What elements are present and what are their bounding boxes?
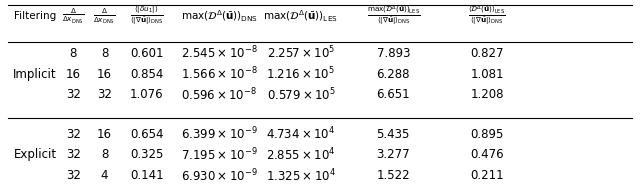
Text: $\frac{\Delta}{\Delta x_\mathrm{DNS}}$: $\frac{\Delta}{\Delta x_\mathrm{DNS}}$ [93,6,116,26]
Text: 32: 32 [66,88,81,101]
Text: 0.476: 0.476 [470,148,504,161]
Text: $7.195 \times 10^{-9}$: $7.195 \times 10^{-9}$ [181,147,258,163]
Text: 4: 4 [101,169,108,182]
Text: 0.211: 0.211 [470,169,504,182]
Text: $\frac{\bar{\Delta}}{\Delta x_\mathrm{DNS}}$: $\frac{\bar{\Delta}}{\Delta x_\mathrm{DN… [62,5,84,26]
Text: 32: 32 [66,128,81,141]
Text: Filtering: Filtering [14,11,56,21]
Text: 0.601: 0.601 [130,47,163,60]
Text: $6.399 \times 10^{-9}$: $6.399 \times 10^{-9}$ [181,126,258,142]
Text: $\frac{\max(\mathcal{D}^{\Delta}(\bar{\mathbf{u}}))_\mathrm{LES}}{\langle|\nabla: $\frac{\max(\mathcal{D}^{\Delta}(\bar{\m… [367,4,420,27]
Text: 0.854: 0.854 [130,68,163,81]
Text: $0.579 \times 10^{5}$: $0.579 \times 10^{5}$ [266,86,335,103]
Text: $1.216 \times 10^{5}$: $1.216 \times 10^{5}$ [266,66,335,82]
Text: 1.208: 1.208 [470,88,504,101]
Text: 0.325: 0.325 [130,148,163,161]
Text: $\frac{\langle\mathcal{D}^{\Delta}(\bar{\mathbf{u}})\rangle_\mathrm{LES}}{\langl: $\frac{\langle\mathcal{D}^{\Delta}(\bar{… [468,4,506,27]
Text: 1.522: 1.522 [376,169,410,182]
Text: 8: 8 [70,47,77,60]
Text: $1.325 \times 10^{4}$: $1.325 \times 10^{4}$ [266,167,336,184]
Text: 16: 16 [97,128,112,141]
Text: $\max(\mathcal{D}^{\Delta}(\bar{\mathbf{u}}))_\mathrm{DNS}$: $\max(\mathcal{D}^{\Delta}(\bar{\mathbf{… [180,8,258,24]
Text: $\frac{\langle|\delta\bar{u}_1|\rangle}{\langle|\nabla\bar{\mathbf{u}}|\rangle_\: $\frac{\langle|\delta\bar{u}_1|\rangle}{… [130,5,164,27]
Text: 8: 8 [101,148,108,161]
Text: 6.288: 6.288 [376,68,410,81]
Text: 7.893: 7.893 [376,47,410,60]
Text: $2.257 \times 10^{5}$: $2.257 \times 10^{5}$ [267,45,335,62]
Text: $\max(\mathcal{D}^{\Delta}(\bar{\mathbf{u}}))_\mathrm{LES}$: $\max(\mathcal{D}^{\Delta}(\bar{\mathbf{… [264,8,339,24]
Text: Explicit: Explicit [13,148,57,161]
Text: $1.566 \times 10^{-8}$: $1.566 \times 10^{-8}$ [181,66,258,82]
Text: 32: 32 [97,88,112,101]
Text: $2.545 \times 10^{-8}$: $2.545 \times 10^{-8}$ [181,45,258,62]
Text: 32: 32 [66,169,81,182]
Text: 0.654: 0.654 [130,128,163,141]
Text: 0.141: 0.141 [130,169,163,182]
Text: 1.081: 1.081 [470,68,504,81]
Text: 6.651: 6.651 [376,88,410,101]
Text: 1.076: 1.076 [130,88,163,101]
Text: 3.277: 3.277 [376,148,410,161]
Text: 16: 16 [66,68,81,81]
Text: $0.596 \times 10^{-8}$: $0.596 \times 10^{-8}$ [181,86,257,103]
Text: $2.855 \times 10^{4}$: $2.855 \times 10^{4}$ [266,147,335,163]
Text: 8: 8 [101,47,108,60]
Text: $4.734 \times 10^{4}$: $4.734 \times 10^{4}$ [266,126,335,142]
Text: 5.435: 5.435 [376,128,410,141]
Text: 16: 16 [97,68,112,81]
Text: 32: 32 [66,148,81,161]
Text: 0.895: 0.895 [470,128,504,141]
Text: Implicit: Implicit [13,68,57,81]
Text: 0.827: 0.827 [470,47,504,60]
Text: $6.930 \times 10^{-9}$: $6.930 \times 10^{-9}$ [181,167,258,184]
